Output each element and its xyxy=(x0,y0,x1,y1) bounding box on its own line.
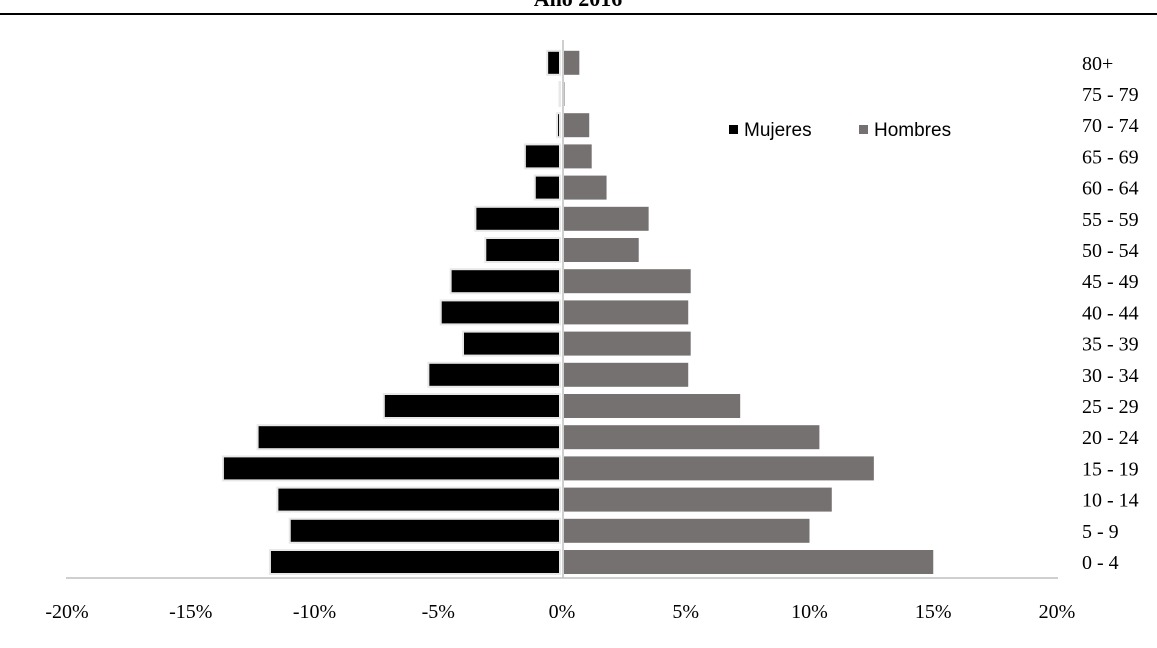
bar-mujeres-40-44 xyxy=(439,299,562,326)
bar-mujeres-55-59 xyxy=(474,205,561,232)
bar-hombres-70-74 xyxy=(564,113,590,138)
category-label: 80+ xyxy=(1082,53,1113,75)
bar-hombres-45-49 xyxy=(564,269,691,294)
bar-hombres-50-54 xyxy=(564,238,639,262)
bar-hombres-10-14 xyxy=(564,487,832,512)
x-tick-label: -10% xyxy=(293,601,336,623)
category-label: 20 - 24 xyxy=(1082,427,1139,449)
x-tick-label: 15% xyxy=(915,601,952,623)
bar-mujeres-50-54 xyxy=(484,237,561,263)
bar-mujeres-80plus xyxy=(546,49,562,76)
x-tick-label: 10% xyxy=(791,601,828,623)
legend-label-mujeres: Mujeres xyxy=(744,120,812,141)
bar-hombres-30-34 xyxy=(564,362,689,387)
axis-layer: -20% -15% -10% -5% 0% 5% 10% 15% 20% xyxy=(45,40,1075,623)
bar-mujeres-35-39 xyxy=(462,330,561,357)
x-tick-label: 0% xyxy=(549,601,576,623)
x-tick-label: 5% xyxy=(672,601,699,623)
category-label: 60 - 64 xyxy=(1082,178,1139,200)
bar-mujeres-5-9 xyxy=(288,517,561,544)
category-labels: 0 - 4 5 - 9 10 - 14 15 - 19 20 - 24 25 - 29 30… xyxy=(1082,53,1139,574)
category-label: 55 - 59 xyxy=(1082,209,1139,231)
bar-mujeres-30-34 xyxy=(427,361,561,388)
x-tick-label: -5% xyxy=(422,601,455,623)
category-label: 50 - 54 xyxy=(1082,240,1139,262)
bar-mujeres-65-69 xyxy=(523,143,561,170)
category-label: 75 - 79 xyxy=(1082,84,1139,106)
bar-hombres-5-9 xyxy=(564,518,810,543)
category-label: 40 - 44 xyxy=(1082,302,1139,324)
category-label: 30 - 34 xyxy=(1082,365,1139,387)
bar-hombres-75-79 xyxy=(564,82,565,106)
category-label: 15 - 19 xyxy=(1082,458,1139,480)
bar-hombres-40-44 xyxy=(564,300,689,325)
category-label: 0 - 4 xyxy=(1082,552,1119,574)
bar-hombres-55-59 xyxy=(564,206,649,231)
x-tick-label: -20% xyxy=(45,601,88,623)
bar-mujeres-60-64 xyxy=(533,174,562,201)
bar-mujeres-75-79 xyxy=(558,81,562,107)
legend: Mujeres Hombres xyxy=(729,120,951,141)
bar-hombres-15-19 xyxy=(564,456,874,481)
x-tick-label: 20% xyxy=(1039,601,1076,623)
legend-swatch-hombres xyxy=(859,125,868,134)
bar-hombres-35-39 xyxy=(564,331,691,356)
bar-mujeres-45-49 xyxy=(449,268,561,295)
category-label: 10 - 14 xyxy=(1082,490,1139,512)
legend-swatch-mujeres xyxy=(729,125,738,134)
bar-mujeres-70-74 xyxy=(556,112,561,139)
bars-layer xyxy=(221,49,934,575)
category-label: 70 - 74 xyxy=(1082,115,1139,137)
bar-mujeres-10-14 xyxy=(276,486,561,513)
category-label: 25 - 29 xyxy=(1082,396,1139,418)
bar-mujeres-15-19 xyxy=(221,455,562,482)
bar-mujeres-25-29 xyxy=(382,393,561,419)
category-label: 35 - 39 xyxy=(1082,334,1139,356)
category-label: 5 - 9 xyxy=(1082,521,1119,543)
legend-label-hombres: Hombres xyxy=(874,120,951,141)
category-label: 65 - 69 xyxy=(1082,146,1139,168)
x-tick-label: -15% xyxy=(169,601,212,623)
bar-hombres-65-69 xyxy=(564,144,592,169)
bar-hombres-25-29 xyxy=(564,394,741,418)
bar-hombres-60-64 xyxy=(564,175,607,200)
bar-hombres-0-4 xyxy=(564,550,934,574)
bar-hombres-20-24 xyxy=(564,425,820,450)
bar-mujeres-0-4 xyxy=(268,549,561,575)
bar-mujeres-20-24 xyxy=(256,424,561,451)
category-label: 45 - 49 xyxy=(1082,271,1139,293)
bar-hombres-80plus xyxy=(564,50,580,75)
chart-title: Año 2016 xyxy=(534,0,623,11)
